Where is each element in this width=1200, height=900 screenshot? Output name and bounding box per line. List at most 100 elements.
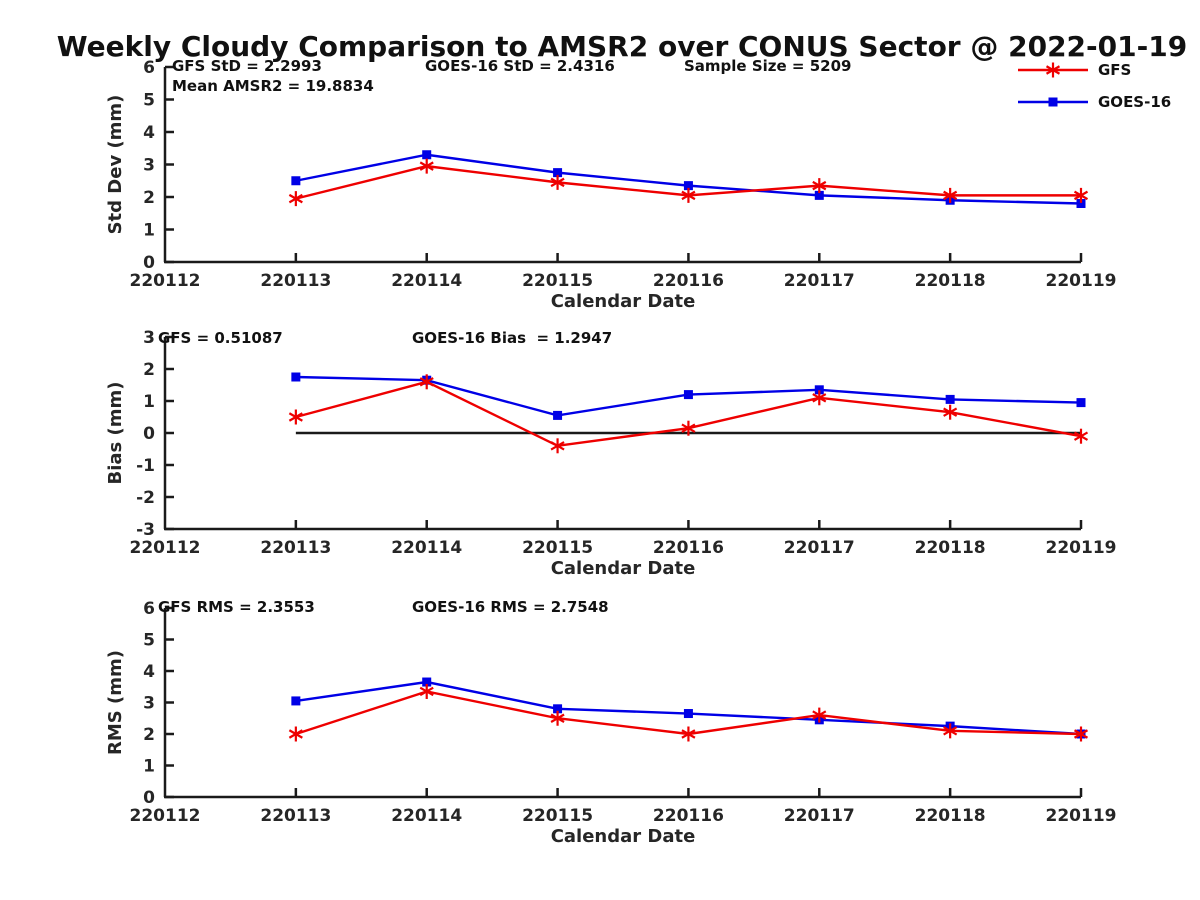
goes-16-marker xyxy=(422,150,432,160)
gfs-marker xyxy=(943,726,958,736)
y-tick-label: -1 xyxy=(136,456,155,476)
gfs-marker xyxy=(419,161,434,171)
y-tick-label: 2 xyxy=(143,360,155,380)
goes-16-marker xyxy=(683,390,693,400)
x-tick-label: 220117 xyxy=(784,271,855,291)
stat-annotation: Sample Size = 5209 xyxy=(684,57,851,75)
stat-annotation: GOES-16 Bias = 1.2947 xyxy=(412,329,612,347)
x-tick-label: 220116 xyxy=(653,271,724,291)
x-tick-label: 220117 xyxy=(784,806,855,826)
x-axis-title: Calendar Date xyxy=(551,558,696,579)
gfs-marker xyxy=(681,729,696,739)
x-tick-label: 220113 xyxy=(260,271,331,291)
goes-16-marker xyxy=(553,168,563,178)
y-tick-label: 0 xyxy=(143,788,155,808)
y-axis-title: Std Dev (mm) xyxy=(105,95,126,235)
gfs-marker xyxy=(1073,431,1089,441)
goes-16-marker xyxy=(814,190,824,200)
x-axis-title: Calendar Date xyxy=(551,291,696,312)
page-title: Weekly Cloudy Comparison to AMSR2 over C… xyxy=(56,30,1188,63)
x-tick-label: 220114 xyxy=(391,806,462,826)
gfs-marker xyxy=(681,190,696,201)
gfs-marker xyxy=(288,412,303,422)
y-axis-title: RMS (mm) xyxy=(105,650,126,755)
x-tick-label: 220116 xyxy=(653,538,724,558)
goes-16-marker xyxy=(291,696,301,706)
goes-16-legend-marker xyxy=(1048,97,1058,107)
gfs-marker xyxy=(419,686,434,697)
gfs-marker xyxy=(1073,729,1089,739)
goes-16-marker xyxy=(553,410,563,420)
x-tick-label: 220113 xyxy=(260,806,331,826)
x-tick-label: 220119 xyxy=(1046,538,1117,558)
goes-16-line xyxy=(295,680,1082,736)
y-tick-label: 2 xyxy=(143,188,155,208)
gfs-marker xyxy=(681,423,696,433)
y-tick-label: 2 xyxy=(143,725,155,745)
y-tick-label: 6 xyxy=(143,599,155,619)
x-tick-label: 220114 xyxy=(391,538,462,558)
goes-16-marker xyxy=(553,704,563,714)
x-axis-title: Calendar Date xyxy=(551,826,696,847)
y-tick-label: -2 xyxy=(136,488,155,508)
y-tick-label: 5 xyxy=(143,91,155,111)
gfs-marker xyxy=(812,180,827,191)
x-tick-label: 220114 xyxy=(391,271,462,291)
gfs-marker xyxy=(812,393,827,403)
gfs-marker xyxy=(943,190,958,201)
stat-annotation: GOES-16 StD = 2.4316 xyxy=(425,57,615,75)
y-tick-label: -3 xyxy=(136,520,155,540)
x-tick-label: 220119 xyxy=(1046,806,1117,826)
x-tick-label: 220115 xyxy=(522,538,593,558)
goes-16-marker xyxy=(1076,199,1086,208)
legend-item-gfs: GFS xyxy=(1016,60,1171,80)
legend-label-goes16: GOES-16 xyxy=(1098,93,1172,111)
subplot-bias: -3 -2 -1 0 1 2 3 220112 220113 220114 220115 220116… xyxy=(105,328,1116,579)
gfs-marker xyxy=(812,710,827,720)
x-tick-label: 220119 xyxy=(1046,271,1117,291)
y-tick-label: 0 xyxy=(143,424,155,444)
gfs-marker xyxy=(1073,190,1089,201)
goes-16-marker xyxy=(683,181,693,191)
y-tick-label: 4 xyxy=(143,123,155,143)
gfs-marker xyxy=(288,729,303,739)
goes-16-marker xyxy=(291,372,301,382)
y-tick-label: 1 xyxy=(143,221,155,241)
y-axis-title: Bias (mm) xyxy=(105,382,126,485)
x-tick-label: 220112 xyxy=(130,806,201,826)
gfs-marker xyxy=(288,193,303,204)
stat-annotation: GFS RMS = 2.3553 xyxy=(158,598,315,616)
y-tick-label: 1 xyxy=(143,757,155,777)
stat-annotation: GOES-16 RMS = 2.7548 xyxy=(412,598,609,616)
x-tick-label: 220115 xyxy=(522,806,593,826)
x-tick-label: 220118 xyxy=(915,271,986,291)
stat-annotation: Mean AMSR2 = 19.8834 xyxy=(172,77,374,95)
x-tick-label: 220115 xyxy=(522,271,593,291)
x-tick-label: 220118 xyxy=(915,538,986,558)
gfs-marker xyxy=(943,407,958,417)
gfs-marker xyxy=(550,713,565,723)
y-tick-label: 3 xyxy=(143,694,155,714)
x-tick-label: 220113 xyxy=(260,538,331,558)
goes-16-marker xyxy=(683,709,693,719)
y-tick-label: 1 xyxy=(143,392,155,412)
y-tick-label: 5 xyxy=(143,631,155,651)
subplot-std-dev: 0 1 2 3 4 5 6 220112 220113 220114 220115 220116 220… xyxy=(105,57,1116,312)
stat-annotation: GFS StD = 2.2993 xyxy=(172,57,322,75)
y-tick-label: 3 xyxy=(143,156,155,176)
y-tick-label: 6 xyxy=(143,58,155,78)
y-tick-label: 0 xyxy=(143,253,155,273)
legend-label-gfs: GFS xyxy=(1098,61,1132,79)
subplot-rms: 0 1 2 3 4 5 6 220112 220113 220114 220115 220116 220… xyxy=(105,598,1116,847)
x-tick-label: 220117 xyxy=(784,538,855,558)
x-tick-label: 220112 xyxy=(130,538,201,558)
goes-16-marker xyxy=(422,677,432,687)
y-tick-label: 4 xyxy=(143,662,155,682)
gfs-marker xyxy=(550,441,565,451)
y-tick-label: 3 xyxy=(143,328,155,348)
gfs-marker xyxy=(419,377,434,387)
gfs-legend-marker xyxy=(1045,65,1061,75)
goes-16-line-swatch xyxy=(1018,97,1088,107)
legend-item-goes16: GOES-16 xyxy=(1016,92,1171,112)
